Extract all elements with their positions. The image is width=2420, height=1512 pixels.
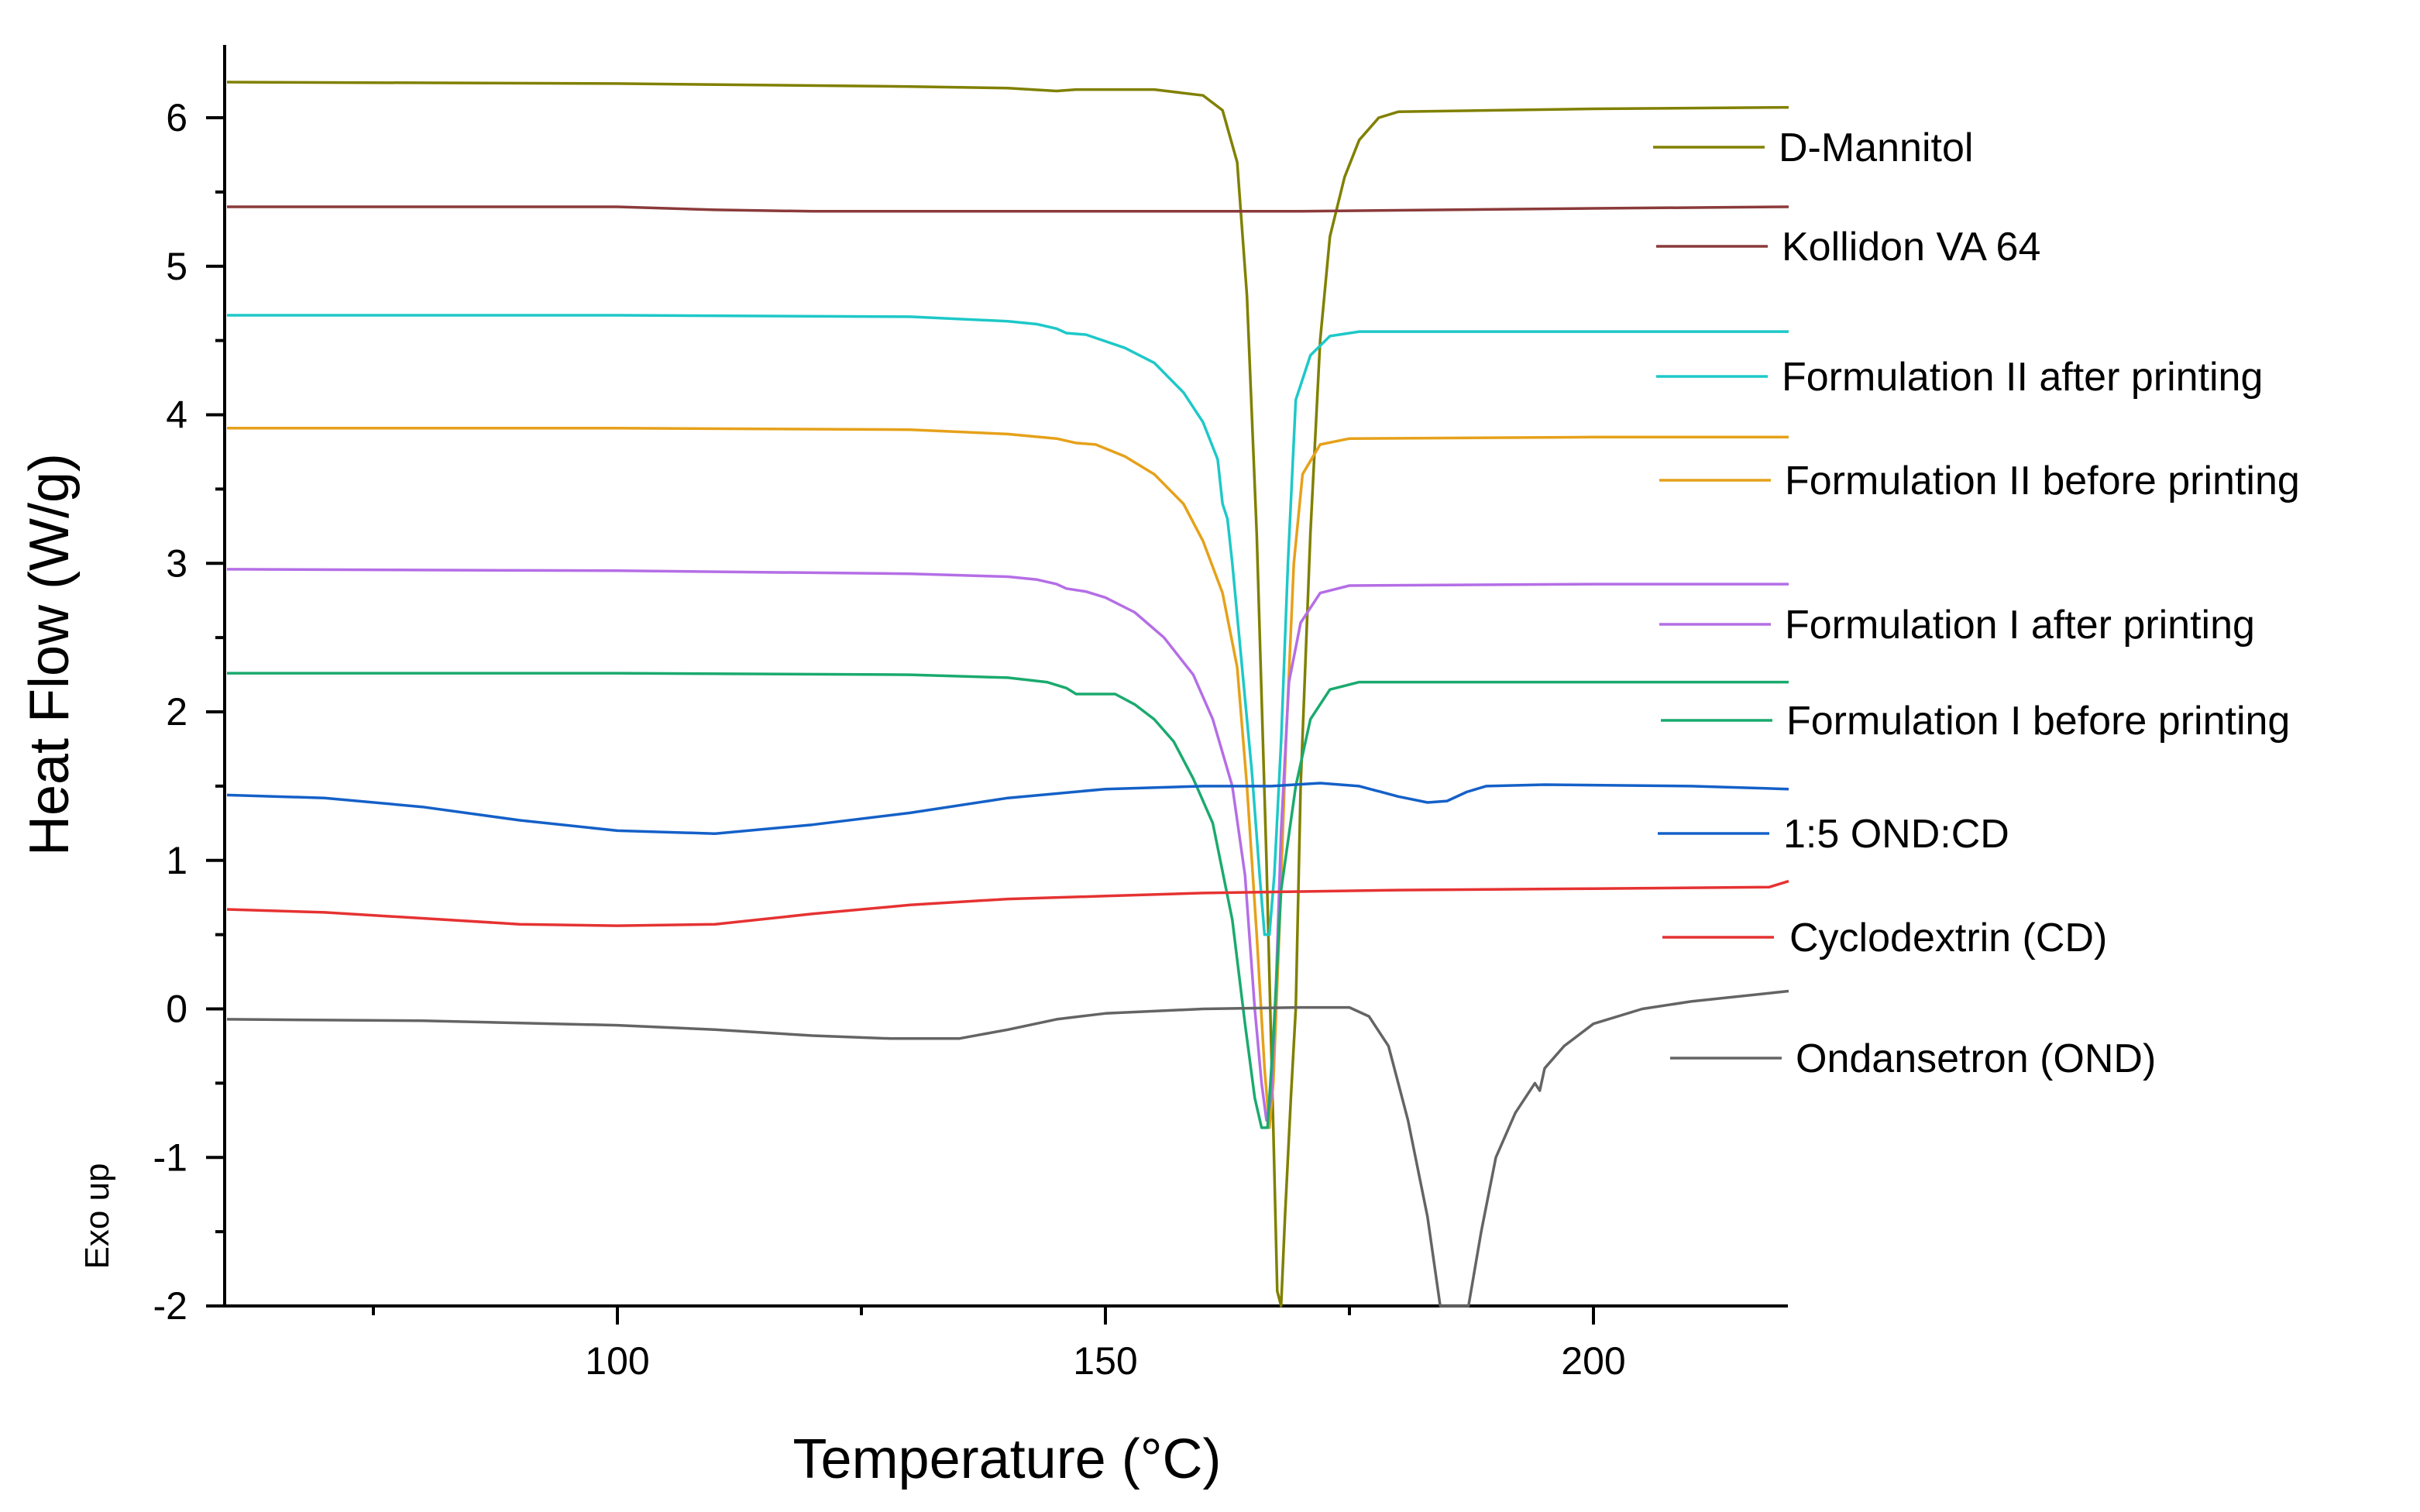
series-line [226, 568, 1789, 1122]
y-tick-label: -2 [153, 1284, 187, 1328]
series-line [227, 672, 1789, 1129]
legend-label: Formulation I before printing [1786, 699, 2290, 744]
y-tick-label: -1 [153, 1136, 187, 1179]
legend-label: Formulation I after printing [1785, 603, 2255, 648]
series-line [227, 314, 1789, 936]
legend-label: Formulation II before printing [1785, 459, 2300, 503]
exo-up-annotation: Exo up [78, 1163, 116, 1270]
x-tick-label: 200 [1561, 1339, 1625, 1383]
y-tick-label: 0 [166, 988, 187, 1031]
y-tick-label: 6 [166, 96, 187, 139]
y-tick-label: 2 [166, 690, 187, 734]
axes: -2 -1 0 1 2 3 4 5 6 100 150 200 [153, 45, 1788, 1383]
series-line [226, 782, 1789, 835]
legend-label: Cyclodextrin (CD) [1789, 916, 2107, 960]
legend-label: D-Mannitol [1779, 125, 1973, 170]
series-line [227, 205, 1789, 213]
series-line [226, 989, 1789, 1308]
legend-label: Formulation II after printing [1782, 355, 2263, 400]
series-line [227, 427, 1789, 1129]
legend-label: Ondansetron (OND) [1796, 1036, 2156, 1081]
x-tick-label: 150 [1073, 1339, 1137, 1383]
legend-label: 1:5 OND:CD [1783, 812, 2009, 857]
series-lines [226, 81, 1789, 1308]
y-tick-label: 1 [166, 839, 187, 882]
x-axis-title: Temperature (°C) [793, 1428, 1222, 1490]
x-tick-label: 100 [585, 1339, 649, 1383]
axis-labels: Temperature (°C) Heat Flow (W/g) Exo up [19, 453, 1221, 1490]
y-tick-label: 3 [166, 541, 187, 585]
y-axis-title: Heat Flow (W/g) [19, 453, 81, 856]
legend: D-Mannitol Kollidon VA 64 Formulation II a… [1653, 125, 2300, 1081]
series-line [226, 879, 1789, 927]
y-tick-label: 4 [166, 393, 187, 437]
series-line [226, 81, 1789, 1308]
y-tick-label: 5 [166, 245, 187, 288]
legend-label: Kollidon VA 64 [1782, 225, 2040, 270]
